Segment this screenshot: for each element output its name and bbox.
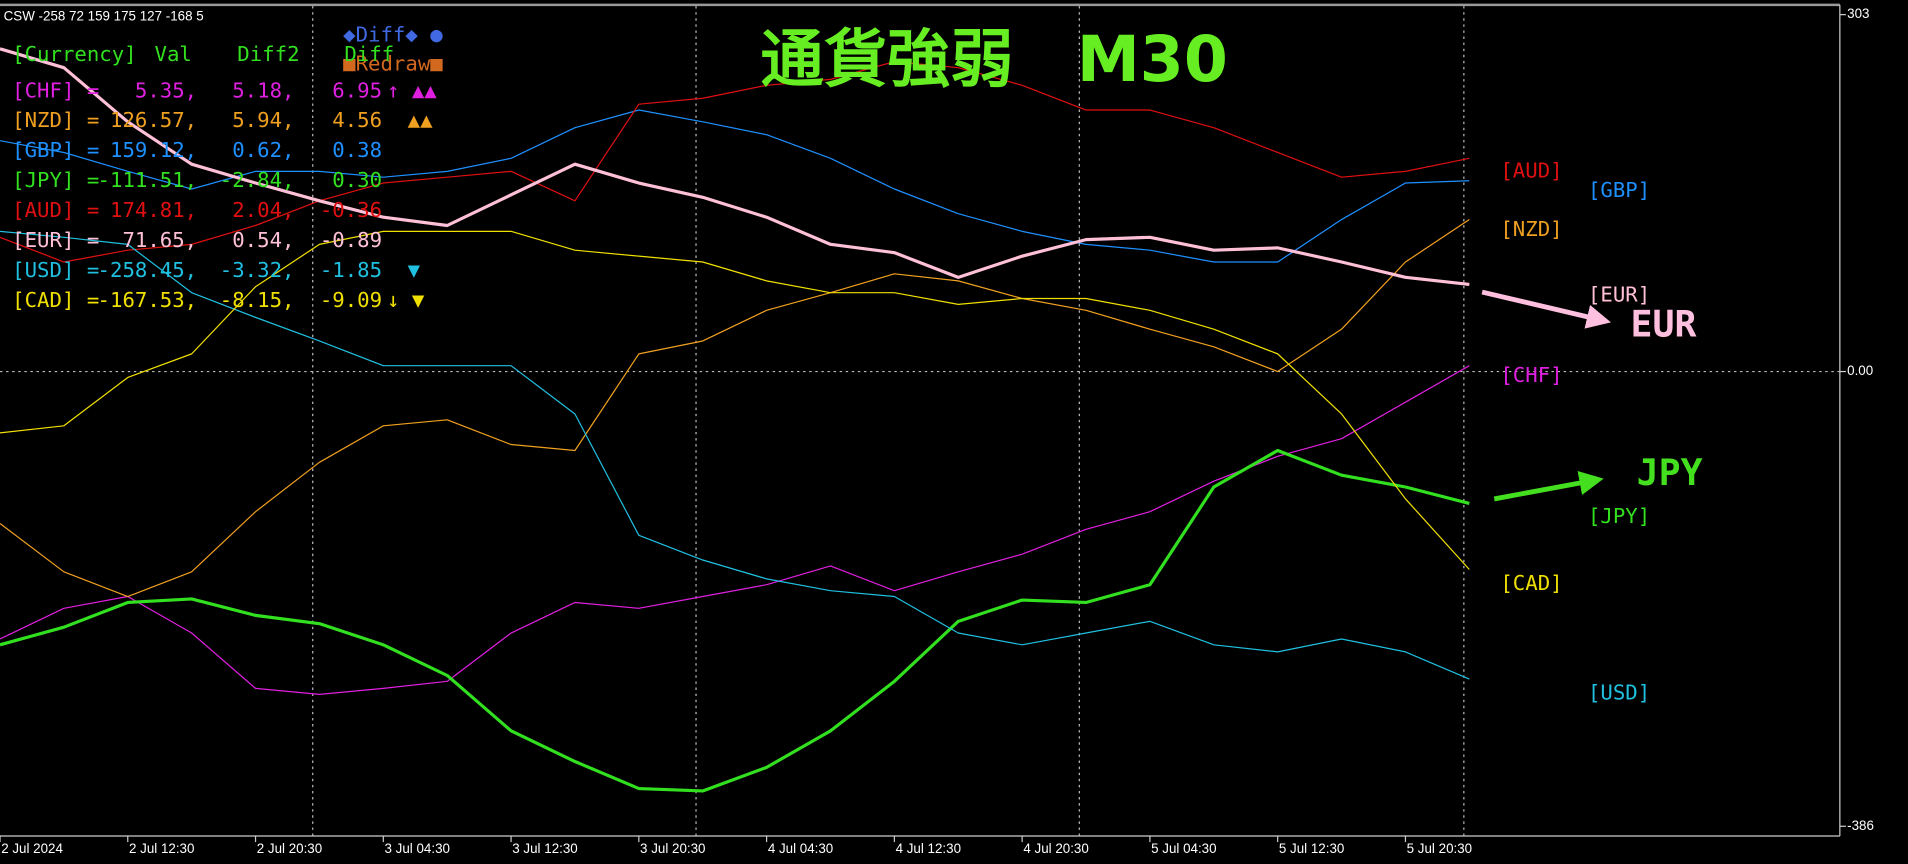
panel-diff2: 5.94, (232, 108, 294, 132)
panel-label: [NZD] = (12, 108, 99, 132)
panel-val: -111.51, (98, 168, 198, 192)
panel-diff: -0.89 (320, 228, 382, 252)
panel-signal: ▼ (408, 258, 421, 282)
panel-val: 159.12, (110, 138, 197, 162)
panel-label: [CHF] = (12, 78, 99, 102)
day-separators (312, 6, 1465, 836)
series-label: [EUR] (1588, 283, 1650, 307)
series-line (0, 230, 1470, 570)
indicator-header: CSW -258 72 159 175 127 -168 5 (4, 9, 204, 24)
series-label: [JPY] (1588, 504, 1650, 528)
panel-val: 5.35, (135, 78, 197, 102)
series-line (0, 61, 1470, 263)
annotation: EUR (1631, 303, 1697, 346)
annotation-arrow (1481, 289, 1611, 329)
panel-diff2: 5.18, (232, 78, 294, 102)
series-label: [AUD] (1500, 159, 1562, 183)
panel-label: [CAD] = (12, 288, 99, 312)
panel-val: -167.53, (98, 288, 198, 312)
panel-column-header: Diff (344, 42, 394, 66)
diff-button[interactable]: ◆Diff◆ ● (343, 22, 443, 46)
series-line (0, 365, 1470, 695)
panel-diff2: 2.04, (232, 198, 294, 222)
panel-diff: 6.95 (332, 78, 382, 102)
series-label: [USD] (1588, 681, 1650, 705)
panel-label: [USD] = (12, 258, 99, 282)
x-tick-label: 4 Jul 20:30 (1023, 841, 1088, 856)
series-label: [CAD] (1500, 571, 1562, 595)
series-line (0, 109, 1470, 263)
panel-column-header: [Currency] (12, 42, 136, 66)
series-label: [NZD] (1500, 217, 1562, 241)
x-tick-label: 2 Jul 2024 (1, 841, 63, 856)
x-tick-label: 3 Jul 04:30 (385, 841, 450, 856)
panel-signal: ↓ ▼ (387, 288, 425, 312)
y-tick-label: -386 (1847, 818, 1874, 833)
panel-diff2: -2.84, (220, 168, 295, 192)
y-tick-label: 303 (1847, 6, 1869, 21)
x-tick-label: 2 Jul 12:30 (129, 841, 194, 856)
x-tick-label: 4 Jul 12:30 (896, 841, 961, 856)
x-tick-label: 4 Jul 04:30 (768, 841, 833, 856)
series-line (0, 230, 1470, 680)
x-tick-label: 5 Jul 04:30 (1151, 841, 1216, 856)
x-tick-label: 5 Jul 20:30 (1407, 841, 1472, 856)
panel-column-header: Diff2 (237, 42, 299, 66)
panel-diff: 0.30 (332, 168, 382, 192)
panel-val: 126.57, (110, 108, 197, 132)
x-tick-label: 3 Jul 20:30 (640, 841, 705, 856)
panel-column-header: Val (155, 42, 192, 66)
panel-diff2: -3.32, (220, 258, 295, 282)
panel-signal: ↑ ▲▲ (387, 78, 437, 102)
panel-label: [EUR] = (12, 228, 99, 252)
panel-val: 71.65, (122, 228, 197, 252)
panel-diff: -9.09 (320, 288, 382, 312)
plot-area (0, 14, 1846, 843)
panel-label: [GBP] = (12, 138, 99, 162)
panel-diff2: 0.54, (232, 228, 294, 252)
panel-diff: -0.36 (320, 198, 382, 222)
series-line (0, 47, 1470, 286)
x-tick-label: 2 Jul 20:30 (257, 841, 322, 856)
panel-label: [JPY] = (12, 168, 99, 192)
annotation-arrow (1493, 471, 1604, 502)
panel-signal: ▲▲ (408, 108, 433, 132)
panel-diff2: -8.15, (220, 288, 295, 312)
panel-label: [AUD] = (12, 198, 99, 222)
panel-diff2: 0.62, (232, 138, 294, 162)
series-line (0, 448, 1470, 793)
x-tick-label: 5 Jul 12:30 (1279, 841, 1344, 856)
panel-diff: -1.85 (320, 258, 382, 282)
panel-val: -258.45, (98, 258, 198, 282)
y-tick-label: 0.00 (1847, 363, 1873, 378)
strength-panel: [Currency] Val Diff2 Diff [CHF] = 5.35, 5.18, 6… (12, 42, 437, 312)
chart-title: 通貨強弱 M30 (761, 22, 1228, 96)
series-label: [GBP] (1588, 178, 1650, 202)
redraw-button[interactable]: ■Redraw■ (343, 52, 443, 76)
panel-diff: 0.38 (332, 138, 382, 162)
series-label: [CHF] (1500, 363, 1562, 387)
annotation: JPY (1637, 451, 1703, 494)
panel-diff: 4.56 (332, 108, 382, 132)
series-line (0, 219, 1470, 598)
x-tick-label: 3 Jul 12:30 (512, 841, 577, 856)
panel-val: 174.81, (110, 198, 197, 222)
